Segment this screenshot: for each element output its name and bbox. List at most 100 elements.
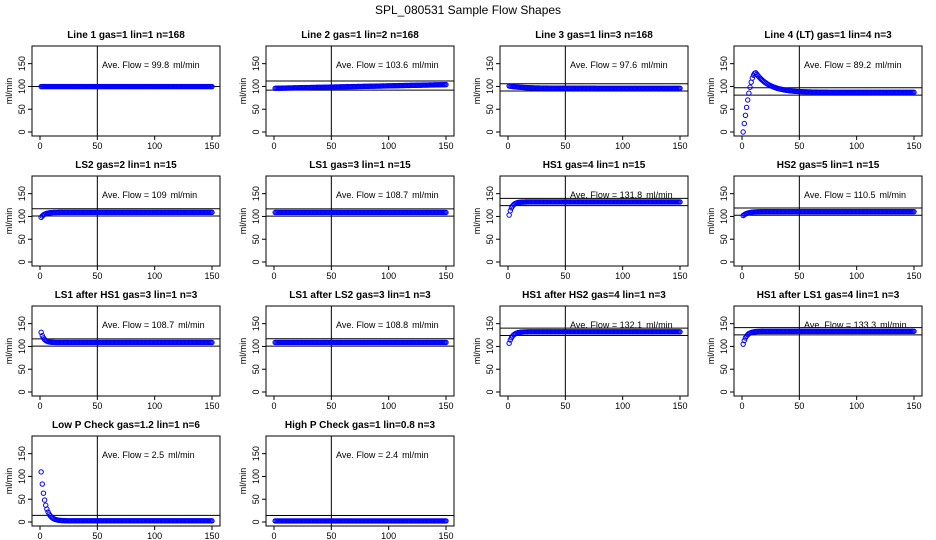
chart-panel-11: HS1 after HS2 gas=4 lin=1 n=3 0 50 100 150 0 5… <box>472 290 689 411</box>
y-tick-label: 0 <box>251 259 261 264</box>
data-point <box>911 328 917 334</box>
panel-title: Line 1 gas=1 lin=1 n=168 <box>67 30 185 41</box>
y-tick-label: 50 <box>251 494 261 504</box>
y-tick-label: 100 <box>719 339 729 354</box>
y-tick-label: 0 <box>485 129 495 134</box>
data-point <box>742 112 749 119</box>
panel-title: Line 2 gas=1 lin=2 n=168 <box>301 30 419 41</box>
x-tick-label: 100 <box>147 141 162 151</box>
x-tick-label: 0 <box>271 531 276 540</box>
data-points <box>38 329 215 346</box>
y-tick-label: 0 <box>719 259 729 264</box>
ann-unit: ml/min <box>412 190 439 200</box>
ave-value: 2.4 <box>386 450 399 460</box>
panel-title: LS2 gas=2 lin=1 n=15 <box>75 160 177 171</box>
ann-unit: ml/min <box>646 320 673 330</box>
y-tick-label: 100 <box>17 339 27 354</box>
plot-frame <box>733 45 923 137</box>
y-tick-label: 100 <box>251 209 261 224</box>
x-tick-label: 100 <box>381 271 396 281</box>
ave-value: 97.6 <box>620 60 638 70</box>
data-points <box>272 81 449 91</box>
y-axis-label: ml/min <box>238 468 248 495</box>
ann-unit: ml/min <box>402 450 429 460</box>
average-flow-annotation: Ave. Flow = 131.8 ml/min <box>570 190 673 200</box>
chart-panel-8: HS2 gas=5 lin=1 n=150 50 100 150050100150ml… <box>706 160 923 281</box>
x-tick-label: 100 <box>849 141 864 151</box>
data-point <box>740 129 746 135</box>
x-tick-label: 50 <box>92 141 102 151</box>
average-flow-annotation: Ave. Flow = 2.5 ml/min <box>102 450 195 460</box>
y-tick-label: 0 <box>17 259 27 264</box>
ann-prefix: Ave. Flow = <box>570 60 620 70</box>
data-point <box>443 339 449 346</box>
x-tick-label: 0 <box>271 271 276 281</box>
y-axis-label: ml/min <box>706 338 716 365</box>
average-flow-annotation: Ave. Flow = 2.4 ml/min <box>336 450 429 460</box>
x-tick-label: 50 <box>326 401 336 411</box>
x-tick-label: 0 <box>37 401 42 411</box>
x-tick-label: 50 <box>92 401 102 411</box>
plot-frame <box>733 175 923 267</box>
y-tick-label: 150 <box>719 186 729 201</box>
data-point <box>677 329 683 335</box>
ave-value: 108.7 <box>152 320 175 330</box>
x-tick-label: 0 <box>505 271 510 281</box>
average-flow-annotation: Ave. Flow = 89.2 ml/min <box>804 60 902 70</box>
y-axis-label: ml/min <box>4 468 14 495</box>
data-points <box>506 329 683 346</box>
ann-prefix: Ave. Flow = <box>102 190 152 200</box>
y-axis-label: ml/min <box>706 78 716 105</box>
chart-panel-9: LS1 after HS1 gas=3 lin=1 n=3 0 50 100 150 0 5… <box>4 290 221 411</box>
y-tick-label: 0 <box>17 129 27 134</box>
ave-value: 132.1 <box>620 320 643 330</box>
data-points <box>506 199 683 218</box>
chart-panel-4: Line 4 (LT) gas=1 lin=4 n=3 0 50 100 150 0 50 1… <box>706 30 923 151</box>
y-tick-label: 50 <box>17 234 27 244</box>
y-tick-label: 150 <box>251 56 261 71</box>
y-tick-label: 50 <box>17 364 27 374</box>
plot-frame <box>31 305 221 397</box>
ann-unit: ml/min <box>173 60 200 70</box>
x-tick-label: 150 <box>204 531 219 540</box>
x-tick-label: 50 <box>794 141 804 151</box>
x-tick-label: 100 <box>381 401 396 411</box>
y-tick-label: 100 <box>251 469 261 484</box>
y-tick-label: 50 <box>485 234 495 244</box>
y-tick-label: 100 <box>719 209 729 224</box>
x-tick-label: 150 <box>438 141 453 151</box>
data-point <box>38 469 44 475</box>
data-point <box>677 199 683 205</box>
chart-panel-6: LS1 gas=3 lin=1 n=150 50 100 150050100150ml… <box>238 160 455 281</box>
panel-title: High P Check gas=1 lin=0.8 n=3 <box>285 420 436 431</box>
y-tick-label: 100 <box>17 209 27 224</box>
x-tick-label: 0 <box>37 271 42 281</box>
y-tick-label: 100 <box>485 79 495 94</box>
plot-frame <box>31 435 221 527</box>
x-tick-label: 150 <box>672 401 687 411</box>
chart-panel-7: HS1 gas=4 lin=1 n=150 50 100 150050100150ml… <box>472 160 689 281</box>
x-tick-label: 100 <box>849 271 864 281</box>
y-tick-label: 100 <box>485 339 495 354</box>
y-axis-label: ml/min <box>472 208 482 235</box>
x-tick-label: 150 <box>672 271 687 281</box>
y-tick-label: 150 <box>17 446 27 461</box>
y-tick-label: 150 <box>485 316 495 331</box>
ave-value: 131.8 <box>620 190 643 200</box>
ann-prefix: Ave. Flow = <box>102 60 152 70</box>
y-tick-label: 100 <box>17 79 27 94</box>
average-flow-annotation: Ave. Flow = 108.8 ml/min <box>336 320 439 330</box>
average-flow-annotation: Ave. Flow = 97.6 ml/min <box>570 60 668 70</box>
x-tick-label: 0 <box>271 141 276 151</box>
y-axis-label: ml/min <box>706 208 716 235</box>
data-point <box>749 75 756 81</box>
x-tick-label: 0 <box>739 401 744 411</box>
data-points <box>506 83 683 91</box>
x-tick-label: 100 <box>849 401 864 411</box>
x-tick-label: 150 <box>204 401 219 411</box>
ann-unit: ml/min <box>178 320 205 330</box>
y-tick-label: 50 <box>251 364 261 374</box>
y-tick-label: 50 <box>719 234 729 244</box>
ann-unit: ml/min <box>168 450 195 460</box>
ann-prefix: Ave. Flow = <box>102 320 152 330</box>
